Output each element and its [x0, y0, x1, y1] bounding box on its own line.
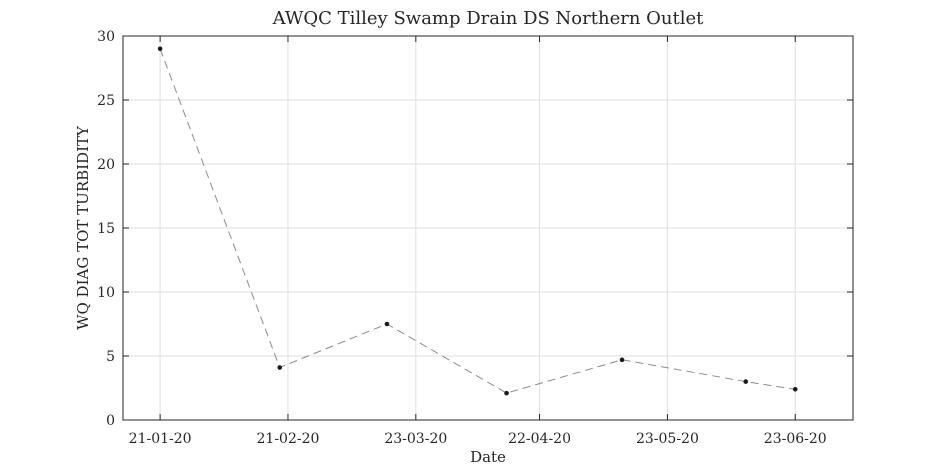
x-tick-label: 21-01-20: [129, 431, 192, 447]
x-tick-label: 23-06-20: [764, 431, 827, 447]
x-tick-label: 22-04-20: [508, 431, 571, 447]
x-axis-label: Date: [470, 448, 506, 466]
data-point: [384, 321, 390, 327]
data-point: [619, 357, 625, 363]
series: [157, 46, 798, 396]
y-tick-label: 15: [97, 221, 115, 237]
data-point: [504, 390, 509, 396]
y-axis-label: WQ DIAG TOT TURBIDITY: [74, 125, 92, 330]
x-tick-label: 23-03-20: [384, 431, 447, 447]
y-tick-label: 20: [97, 157, 115, 173]
x-tick-label: 23-05-20: [636, 431, 699, 447]
grid: [123, 35, 853, 421]
data-point: [743, 379, 749, 384]
data-point: [277, 365, 283, 370]
y-tick-label: 10: [97, 285, 115, 301]
tick-labels: 0 5 10 15 20 25 30 21-01-20 21-02-20 23-03-20 22-0…: [97, 29, 827, 447]
chart-title: AWQC Tilley Swamp Drain DS Northern Outl…: [272, 8, 705, 29]
x-tick-label: 21-02-20: [257, 431, 320, 447]
y-tick-label: 30: [97, 29, 115, 45]
y-tick-label: 25: [97, 93, 115, 109]
data-point: [157, 46, 163, 52]
y-tick-label: 5: [106, 349, 115, 365]
data-point: [792, 386, 798, 392]
y-tick-label: 0: [106, 413, 115, 429]
axis-ticks: [123, 35, 853, 421]
